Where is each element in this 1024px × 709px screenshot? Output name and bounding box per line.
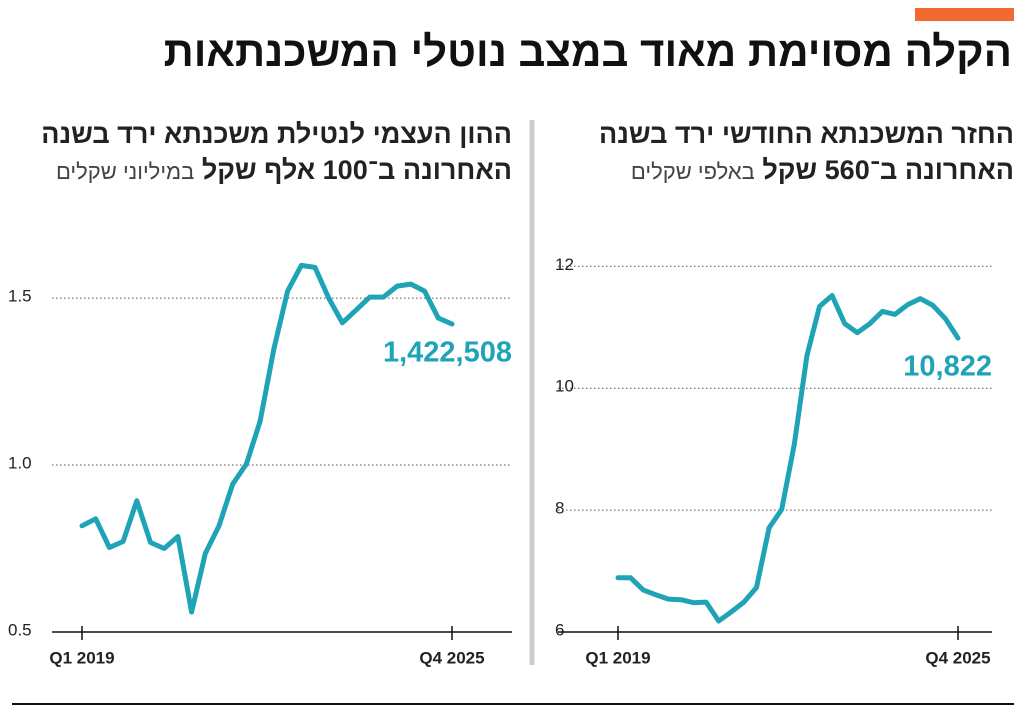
- title-line: האחרונה ב־100 אלף שקל במיליוני שקלים: [41, 152, 512, 190]
- y-tick-label: 6: [555, 620, 564, 639]
- y-tick-label: 10: [555, 377, 574, 396]
- x-tick-label: Q4 2025: [419, 648, 484, 667]
- y-tick-label: 0.5: [8, 620, 32, 639]
- y-tick-label: 1.0: [8, 454, 32, 473]
- title-line: ההון העצמי לנטילת משכנתא ירד בשנה: [41, 119, 512, 149]
- title-line: האחרונה ב־560 שקל: [762, 155, 1014, 185]
- data-line: [79, 262, 455, 615]
- y-tick-label: 12: [555, 255, 574, 274]
- value-label: 1,422,508: [383, 337, 512, 369]
- title-line: החזר המשכנתא החודשי ירד בשנה: [599, 119, 1014, 149]
- subtitle: במיליוני שקלים: [55, 159, 195, 184]
- chart-title: החזר המשכנתא החודשי ירד בשנה האחרונה ב־5…: [599, 116, 1014, 190]
- y-tick-label: 8: [555, 499, 564, 518]
- accent-bar: [915, 8, 1014, 21]
- subtitle: באלפי שקלים: [630, 159, 755, 184]
- data-line: [615, 293, 961, 624]
- chart-title: ההון העצמי לנטילת משכנתא ירד בשנה האחרונ…: [41, 116, 512, 190]
- title-line: האחרונה ב־100 אלף שקל: [201, 155, 512, 185]
- x-tick-label: Q1 2019: [585, 648, 650, 667]
- page-title: הקלה מסוימת מאוד במצב נוטלי המשכנתאות: [163, 28, 1012, 75]
- y-tick-label: 1.5: [8, 287, 32, 306]
- x-tick-label: Q1 2019: [49, 648, 114, 667]
- value-label: 10,822: [903, 351, 992, 383]
- x-tick-label: Q4 2025: [925, 648, 990, 667]
- title-line: האחרונה ב־560 שקל באלפי שקלים: [599, 152, 1014, 190]
